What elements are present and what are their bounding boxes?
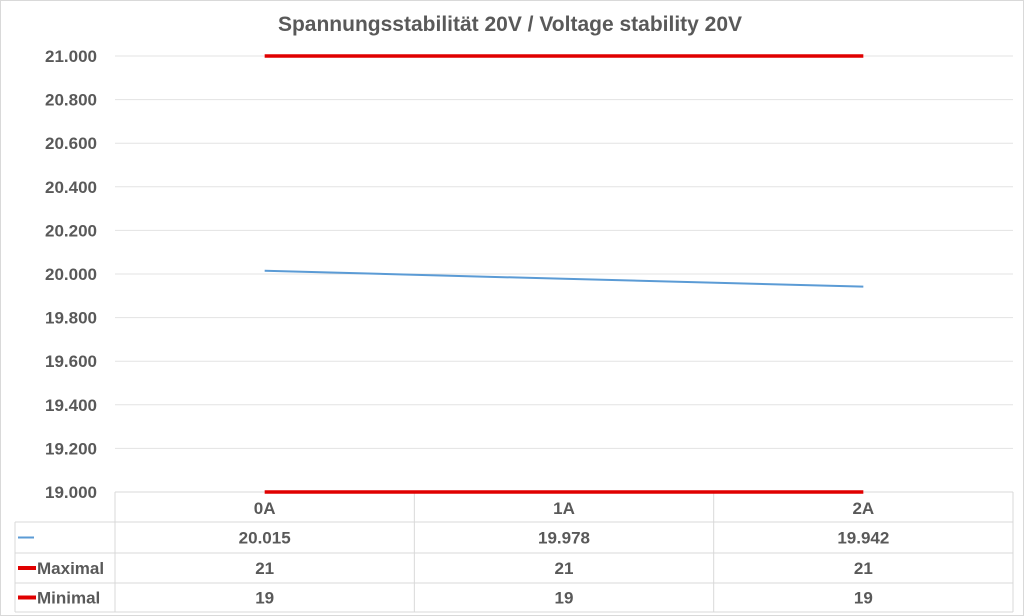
legend-label: Maximal xyxy=(37,559,104,578)
data-label: 19 xyxy=(255,589,274,608)
data-label: 19 xyxy=(854,589,873,608)
y-tick-label: 19.800 xyxy=(45,309,97,328)
data-label: 19 xyxy=(555,589,574,608)
data-label: 21 xyxy=(255,559,274,578)
y-tick-label: 20.000 xyxy=(45,265,97,284)
series-line-voltage xyxy=(264,269,864,288)
data-label: 19.978 xyxy=(538,529,590,548)
y-tick-label: 20.800 xyxy=(45,91,97,110)
x-tick-label: 0A xyxy=(254,499,276,518)
x-tick-label: 2A xyxy=(852,499,874,518)
y-tick-label: 19.600 xyxy=(45,352,97,371)
chart-title: Spannungsstabilität 20V / Voltage stabil… xyxy=(278,13,742,36)
data-label: 19.942 xyxy=(837,529,889,548)
y-tick-label: 20.200 xyxy=(45,221,97,240)
x-tick-label: 1A xyxy=(553,499,575,518)
y-tick-label: 19.400 xyxy=(45,396,97,415)
y-tick-label: 21.000 xyxy=(45,47,97,66)
y-tick-label: 20.600 xyxy=(45,134,97,153)
y-tick-label: 19.200 xyxy=(45,439,97,458)
y-tick-label: 19.000 xyxy=(45,483,97,502)
legend-label: Minimal xyxy=(37,589,100,608)
data-label: 20.015 xyxy=(239,529,291,548)
y-tick-label: 20.400 xyxy=(45,178,97,197)
data-label: 21 xyxy=(854,559,873,578)
data-label: 21 xyxy=(555,559,574,578)
